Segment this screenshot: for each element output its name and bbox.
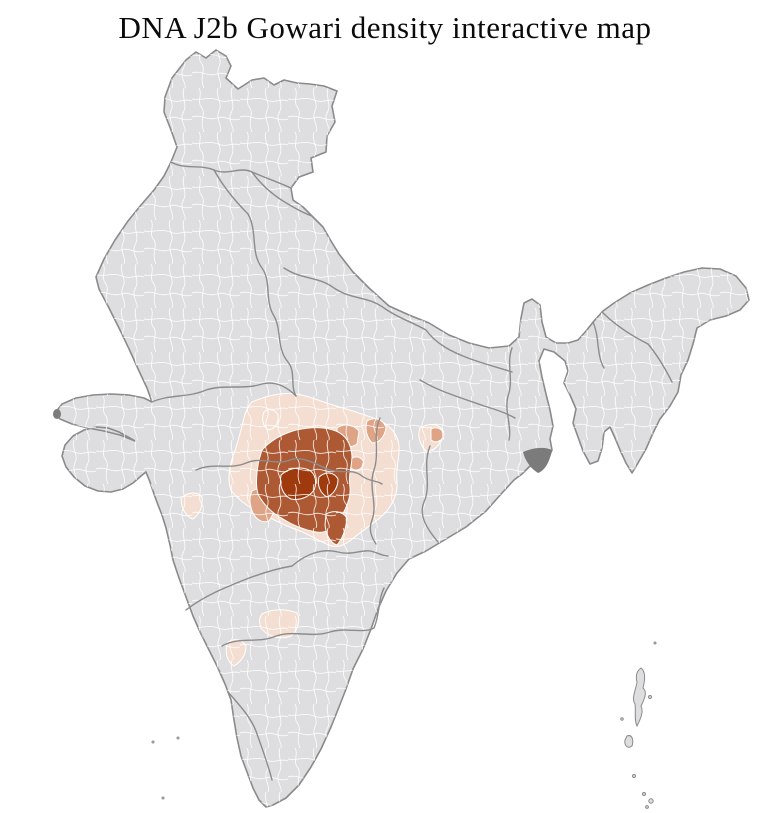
island-dot [620, 717, 624, 721]
lakshadweep-islands [151, 736, 180, 800]
state-boundaries [151, 161, 673, 781]
andaman-nicobar-islands[interactable] [620, 641, 657, 809]
island-dot [645, 805, 649, 809]
kutch-creek-patch [53, 409, 61, 419]
island-dot [176, 736, 180, 740]
andaman-main-island[interactable] [632, 667, 646, 728]
island-dot [648, 695, 652, 699]
island-dot [642, 792, 646, 796]
map-title: DNA J2b Gowari density interactive map [118, 10, 652, 45]
island-dot [161, 796, 165, 800]
island-dot [632, 774, 636, 778]
little-andaman-island [624, 735, 634, 748]
district-boundaries-texture [55, 50, 749, 807]
island-dot [653, 641, 657, 645]
sundarbans-delta-patch [523, 447, 552, 473]
nicobar-island [648, 798, 654, 804]
island-dot [151, 740, 155, 744]
